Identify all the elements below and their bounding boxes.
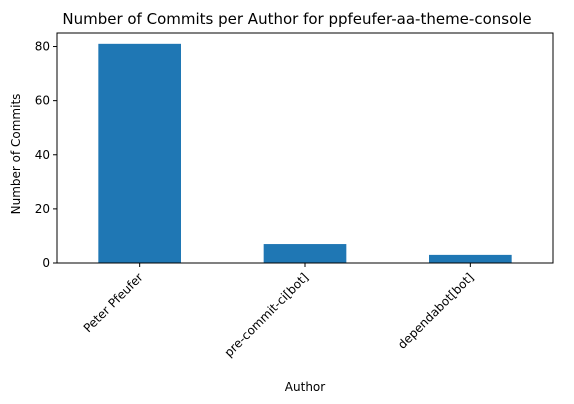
x-axis-ticks: Peter Pfeufer pre-commit-ci[bot] dependabo… (81, 263, 477, 360)
chart-title: Number of Commits per Author for ppfeufe… (62, 10, 531, 28)
x-axis-label: Author (285, 380, 325, 394)
x-tick-label: dependabot[bot] (395, 270, 477, 352)
x-tick-label: Peter Pfeufer (81, 270, 146, 335)
x-tick-label: pre-commit-ci[bot] (222, 270, 312, 360)
y-tick-label: 0 (42, 256, 50, 270)
bars-group (98, 43, 512, 263)
y-axis-label: Number of Commits (9, 94, 23, 215)
bar-1 (263, 244, 347, 263)
bar-0 (98, 43, 181, 263)
y-tick-label: 40 (35, 148, 50, 162)
plot-area-frame (56, 32, 554, 264)
y-tick-label: 20 (35, 202, 50, 216)
y-tick-label: 60 (35, 94, 50, 108)
bar-2 (429, 254, 512, 263)
y-tick-label: 80 (35, 40, 50, 54)
y-axis-ticks: 0 20 40 60 80 (35, 40, 57, 270)
